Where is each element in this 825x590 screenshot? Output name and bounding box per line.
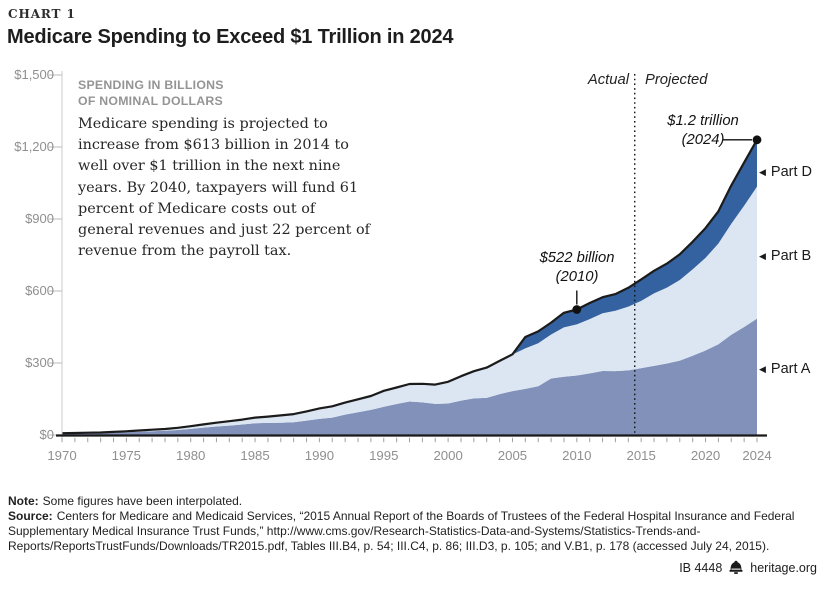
- annotation-2010: $522 billion (2010): [540, 249, 615, 286]
- y-tick-label: $900: [25, 211, 54, 226]
- annotation-dot: [572, 305, 582, 314]
- chart-kicker: CHART 1: [8, 7, 76, 21]
- footnote: Note: Some figures have been interpolated…: [8, 494, 242, 508]
- x-tick-label: 1970: [47, 448, 77, 463]
- source-text: Centers for Medicare and Medicaid Servic…: [8, 509, 795, 554]
- series-label-text: Part B: [770, 248, 812, 264]
- publication-id: IB 4448: [679, 560, 723, 575]
- left-triangle-icon: ◀: [759, 363, 766, 374]
- y-axis-caption: SPENDING IN BILLIONS OF NOMINAL DOLLARS: [78, 78, 224, 109]
- y-tick-label: $300: [25, 355, 54, 370]
- x-tick-label: 2015: [626, 448, 656, 463]
- source-citation: Source: Centers for Medicare and Medicaid…: [8, 509, 810, 555]
- site-name: heritage.org: [750, 560, 817, 575]
- left-triangle-icon: ◀: [759, 166, 766, 177]
- series-label-part-d: ◀ Part D: [759, 164, 812, 180]
- x-tick-label: 1995: [369, 448, 399, 463]
- x-tick-label: 1980: [176, 448, 206, 463]
- series-label-part-a: ◀ Part A: [759, 361, 810, 377]
- publication-credit: IB 4448 heritage.org: [679, 560, 817, 575]
- page-title: Medicare Spending to Exceed $1 Trillion …: [7, 26, 454, 48]
- area-part-b: [62, 186, 757, 434]
- annotation-2010-year: (2010): [555, 268, 599, 285]
- chart-description: Medicare spending is projected to increa…: [78, 116, 370, 260]
- left-triangle-icon: ◀: [759, 250, 766, 261]
- annotation-dot: [752, 135, 762, 145]
- heritage-bell-icon: [729, 560, 743, 574]
- total-spending-line: [61, 139, 758, 435]
- note-label: Note:: [8, 494, 39, 508]
- x-tick-label: 2010: [562, 448, 592, 463]
- series-label-part-b: ◀ Part B: [759, 248, 811, 264]
- x-tick-label: 1985: [240, 448, 270, 463]
- annotation-2024: $1.2 trillion (2024): [667, 112, 739, 149]
- actual-label: Actual: [587, 72, 629, 88]
- x-tick-label: 2024: [742, 448, 772, 463]
- source-label: Source:: [8, 509, 53, 523]
- y-tick-label: $600: [25, 283, 54, 298]
- projected-label: Projected: [645, 72, 708, 88]
- series-label-text: Part A: [770, 361, 811, 377]
- y-tick-label: $1,500: [14, 67, 54, 82]
- note-text: Some figures have been interpolated.: [42, 494, 243, 508]
- x-tick-label: 2020: [690, 448, 721, 463]
- x-tick-label: 2000: [433, 448, 463, 463]
- area-part-a: [62, 318, 757, 435]
- y-tick-label: $1,200: [14, 139, 54, 154]
- annotation-2024-year: (2024): [681, 131, 725, 148]
- annotation-2010-value: $522 billion: [539, 250, 615, 266]
- series-label-text: Part D: [770, 164, 813, 180]
- x-tick-label: 2005: [497, 448, 528, 463]
- x-tick-label: 1975: [111, 448, 142, 463]
- x-tick-label: 1990: [304, 448, 335, 463]
- y-tick-label: $0: [39, 427, 54, 442]
- annotation-2024-value: $1.2 trillion: [667, 113, 739, 129]
